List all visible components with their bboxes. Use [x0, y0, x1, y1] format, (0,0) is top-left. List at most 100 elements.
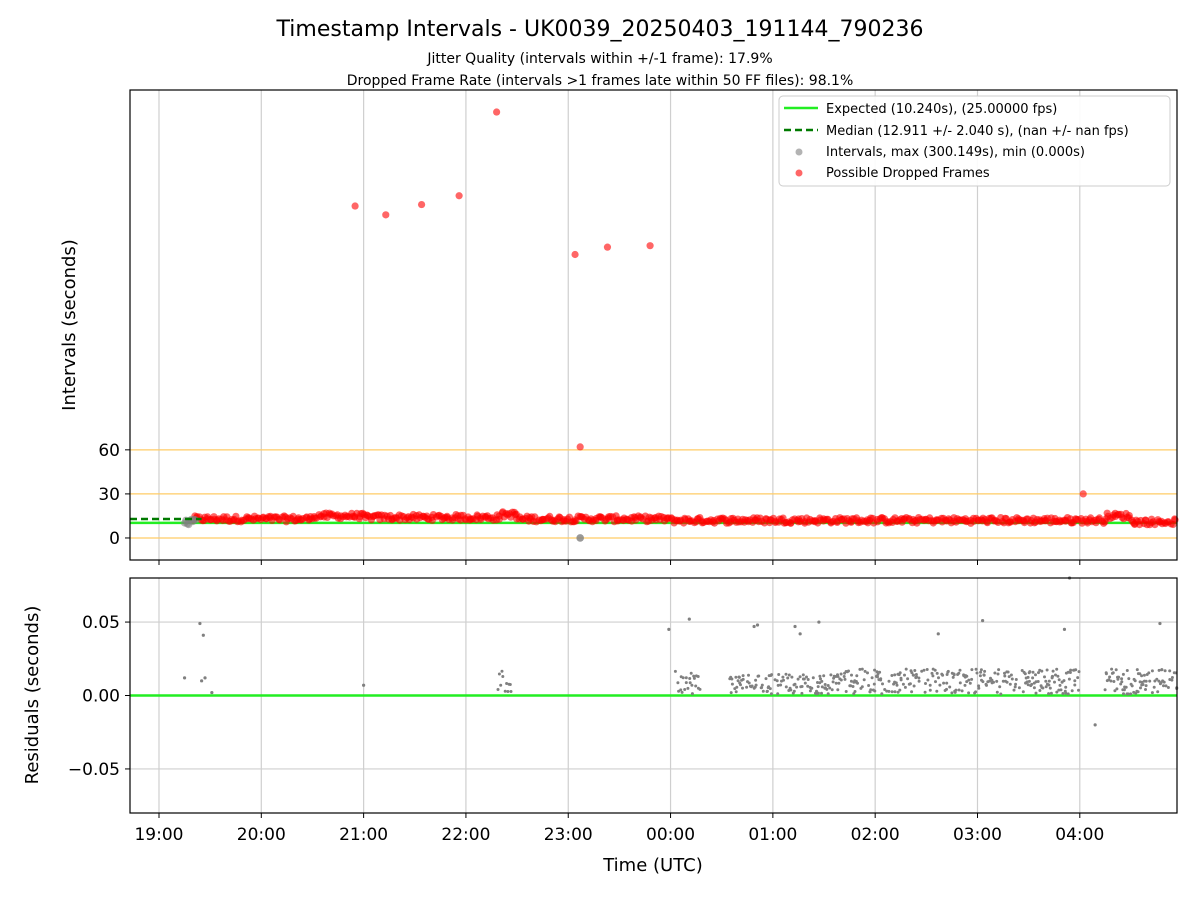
- residual-point: [1073, 683, 1077, 687]
- residual-point: [1120, 680, 1124, 684]
- residual-point: [967, 691, 971, 695]
- residual-point: [933, 668, 937, 672]
- x-tick-label-21:00: 21:00: [339, 825, 388, 845]
- intervals-panel: 0 30 60 Intervals (seconds) Expected (10.2…: [59, 89, 1179, 565]
- residual-point: [831, 680, 835, 684]
- residual-point: [696, 675, 700, 678]
- residual-point: [1021, 690, 1025, 694]
- residual-point: [1103, 688, 1107, 692]
- residual-point: [1026, 683, 1030, 687]
- residual-point: [803, 681, 807, 685]
- residual-point: [796, 677, 800, 681]
- legend-intervals-marker: [795, 148, 803, 156]
- residual-point: [820, 679, 824, 683]
- residual-point: [508, 683, 512, 686]
- residual-point: [1122, 692, 1125, 696]
- residual-point: [898, 688, 902, 692]
- residual-point: [999, 692, 1003, 696]
- residual-point: [198, 621, 202, 626]
- residual-point: [979, 670, 983, 674]
- residual-point: [1142, 673, 1146, 677]
- x-tick-label-22:00: 22:00: [441, 825, 490, 845]
- residual-point: [981, 680, 985, 684]
- residual-point: [798, 632, 802, 636]
- residual-point: [830, 688, 834, 692]
- residual-point: [996, 672, 1000, 676]
- residual-point: [1054, 673, 1057, 677]
- residual-point: [931, 674, 935, 678]
- residual-point: [1170, 678, 1174, 682]
- residual-point: [1045, 668, 1049, 672]
- residual-point: [879, 677, 883, 681]
- residual-point: [683, 688, 687, 691]
- residual-point: [863, 669, 867, 673]
- residual-point: [903, 685, 907, 689]
- residual-point: [1062, 627, 1067, 632]
- residual-point: [893, 673, 897, 677]
- residual-point: [1124, 685, 1128, 689]
- residual-point: [1160, 668, 1164, 672]
- residual-point: [680, 690, 684, 694]
- residual-point: [747, 673, 750, 677]
- residual-point: [509, 690, 513, 693]
- residual-point: [926, 678, 930, 682]
- legend-expected-label: Expected (10.240s), (25.00000 fps): [826, 102, 1057, 117]
- residual-point: [757, 674, 761, 678]
- residual-point: [858, 667, 862, 671]
- residual-point: [1077, 688, 1080, 692]
- dropped-frame-outlier: [646, 242, 654, 250]
- residual-point: [873, 689, 877, 693]
- residual-point: [915, 675, 918, 679]
- residual-point: [870, 676, 874, 680]
- dropped-frame-outlier: [571, 250, 579, 259]
- residual-point: [860, 685, 864, 689]
- legend-box: [778, 95, 1171, 187]
- residual-point: [816, 681, 819, 684]
- residual-point: [965, 680, 969, 684]
- residual-point: [978, 674, 982, 678]
- residual-point: [730, 682, 734, 686]
- residual-point: [923, 690, 927, 694]
- x-tick-label-00:00: 00:00: [646, 825, 695, 845]
- residual-point: [957, 688, 961, 692]
- residual-point: [881, 682, 884, 686]
- residual-point: [805, 675, 808, 679]
- residual-point: [820, 685, 824, 689]
- residual-point: [898, 671, 902, 675]
- residual-point: [688, 677, 692, 680]
- residual-point: [844, 690, 848, 693]
- residual-point: [496, 688, 500, 691]
- residual-point: [836, 675, 840, 678]
- residual-point: [798, 675, 802, 679]
- residual-point: [1041, 686, 1045, 690]
- residual-point: [950, 691, 954, 695]
- residual-point: [913, 669, 917, 672]
- residual-point: [790, 675, 794, 679]
- residual-point: [843, 677, 847, 681]
- residual-point: [1057, 688, 1061, 692]
- residual-point: [497, 672, 501, 676]
- residual-point: [1120, 677, 1124, 681]
- residual-point: [977, 686, 981, 690]
- residual-point: [1144, 679, 1148, 683]
- residual-point: [784, 672, 788, 676]
- residual-point: [1155, 677, 1159, 681]
- residual-point: [1007, 675, 1011, 679]
- residual-point: [1067, 677, 1071, 681]
- residual-point: [741, 674, 745, 678]
- interval-points: [181, 515, 584, 542]
- intervals-data: [130, 108, 1179, 542]
- residual-point: [981, 618, 985, 623]
- residual-point: [506, 690, 510, 693]
- residual-point: [920, 669, 924, 673]
- residual-point: [883, 688, 887, 691]
- residual-point: [698, 687, 702, 691]
- residual-point: [890, 690, 894, 694]
- residual-point: [779, 683, 783, 687]
- residual-point: [1117, 675, 1121, 679]
- residual-point: [789, 688, 793, 692]
- residual-point: [692, 674, 696, 678]
- residual-point: [806, 684, 810, 688]
- residual-point: [1009, 673, 1013, 677]
